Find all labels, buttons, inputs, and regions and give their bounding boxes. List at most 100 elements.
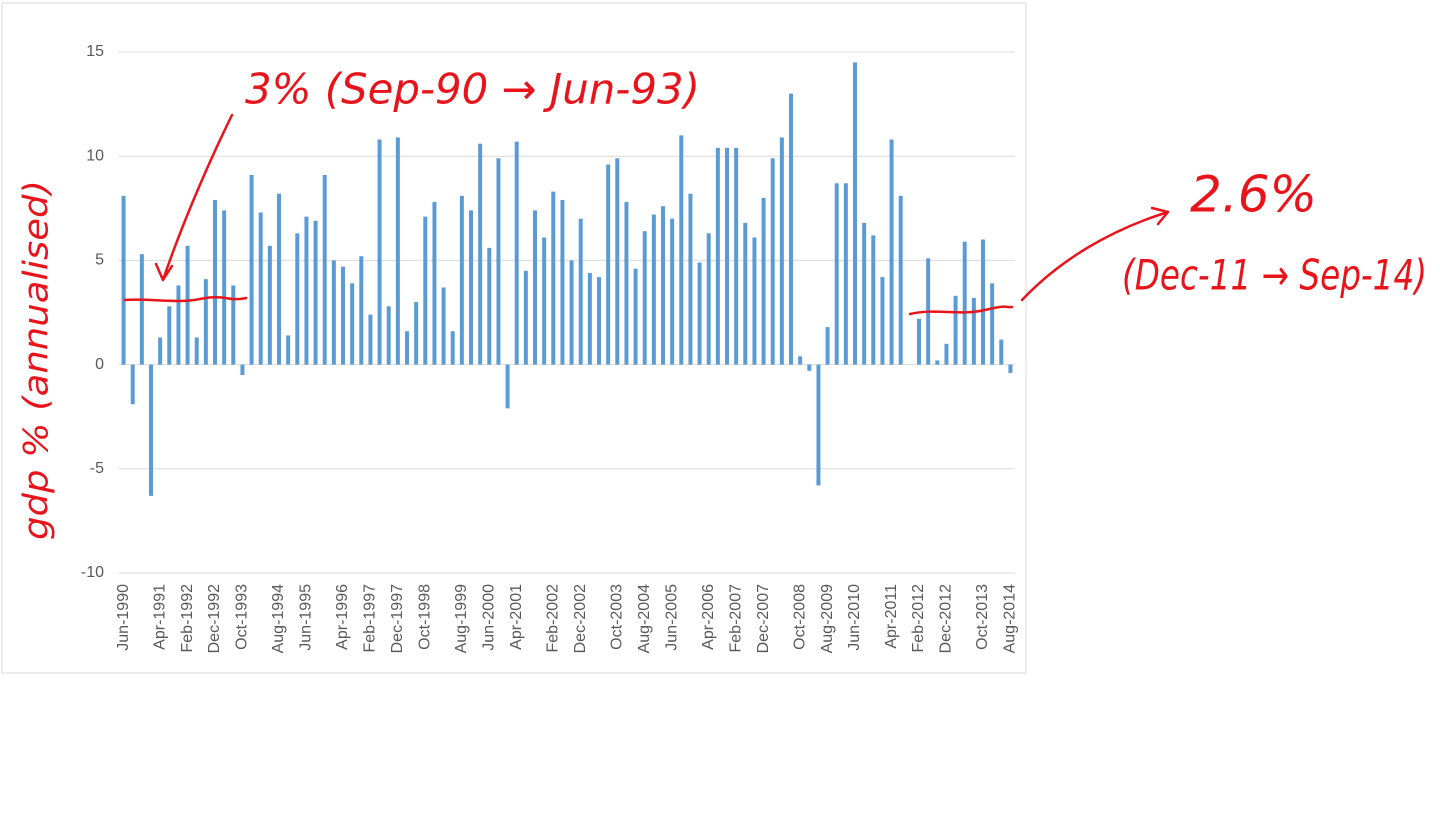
bar: [889, 139, 894, 365]
bar: [386, 306, 391, 365]
x-tick-label: Aug-1999: [453, 584, 470, 653]
bar: [194, 337, 199, 365]
bar: [743, 222, 748, 365]
bar: [688, 193, 693, 365]
arrow-late: [1020, 206, 1170, 302]
bar: [551, 191, 556, 365]
x-tick-label: Aug-2004: [636, 584, 653, 653]
y-tick-label: 5: [95, 252, 104, 269]
bar: [770, 158, 775, 365]
y-tick-label: -5: [90, 460, 104, 477]
bar: [149, 364, 153, 496]
bar: [203, 279, 208, 365]
x-tick-label: Apr-2001: [508, 584, 525, 650]
bar: [377, 139, 382, 365]
bar: [533, 210, 537, 365]
bar: [606, 164, 611, 365]
bar: [651, 214, 656, 365]
bar: [789, 93, 793, 365]
bar: [286, 335, 291, 365]
bar: [990, 283, 995, 365]
x-tick-label: Oct-1998: [417, 584, 434, 650]
bar: [395, 137, 400, 365]
x-tick-label: Feb-1992: [179, 584, 196, 653]
bar: [779, 137, 784, 365]
x-tick-label: Apr-2006: [700, 584, 717, 650]
y-tick-label: -10: [81, 564, 104, 581]
bar: [441, 287, 446, 365]
bar: [1008, 364, 1013, 373]
bar: [898, 195, 903, 365]
annotation: 2.6%: [1190, 166, 1317, 224]
x-tick-label: Jun-2010: [846, 584, 863, 651]
bar: [478, 143, 483, 365]
x-tick-label: Feb-2012: [910, 584, 927, 653]
bar: [405, 331, 409, 365]
bar: [624, 202, 629, 365]
bar: [432, 202, 437, 365]
x-tick-label: Aug-1994: [270, 584, 287, 653]
bar: [834, 183, 839, 365]
x-tick-label: Feb-1997: [362, 584, 379, 653]
bar: [569, 260, 574, 365]
bar: [715, 147, 720, 365]
bar: [816, 364, 821, 486]
bar: [258, 212, 263, 365]
x-tick-label: Dec-1997: [389, 584, 406, 653]
bar: [185, 245, 190, 365]
x-tick-label: Apr-1991: [151, 584, 168, 650]
x-tick-label: Dec-1992: [206, 584, 223, 653]
bar: [423, 216, 428, 365]
bar: [560, 199, 565, 365]
bar: [350, 283, 355, 365]
bar: [505, 364, 510, 409]
y-tick-label: 10: [86, 147, 104, 164]
x-tick-label: Jun-2000: [481, 584, 498, 651]
bar: [542, 237, 547, 365]
bar: [121, 195, 126, 365]
bar: [222, 210, 227, 365]
bar: [633, 268, 638, 365]
x-tick-label: Aug-2009: [819, 584, 836, 653]
x-tick-label: Oct-2003: [609, 584, 626, 650]
x-tick-label: Oct-2013: [974, 584, 991, 650]
bar: [277, 193, 281, 365]
x-tick-label: Jun-2005: [663, 584, 680, 651]
bar: [487, 247, 492, 365]
bar: [798, 356, 803, 365]
y-tick-label: 15: [86, 43, 104, 60]
y-axis-label: gdp % (annualised): [17, 180, 57, 540]
bar: [322, 174, 327, 365]
bar: [240, 364, 245, 376]
bar: [213, 199, 217, 365]
bar: [469, 210, 473, 365]
bar: [130, 364, 135, 405]
bar: [642, 231, 647, 365]
bar: [267, 245, 272, 365]
bar: [231, 285, 236, 365]
bar: [578, 218, 583, 365]
mean-line-early: [123, 296, 248, 303]
x-tick-label: Oct-1993: [234, 584, 251, 650]
y-tick-label: 0: [95, 356, 104, 373]
x-tick-label: Jun-1990: [115, 584, 132, 651]
bar: [999, 339, 1004, 365]
bar: [661, 206, 665, 365]
bar: [496, 158, 501, 365]
x-tick-label: Dec-2002: [572, 584, 589, 653]
x-tick-label: Dec-2012: [938, 584, 955, 653]
bar: [514, 141, 519, 365]
x-tick-label: Dec-2007: [755, 584, 772, 653]
bar: [953, 295, 958, 365]
annotation: (Dec-11 → Sep-14): [1122, 251, 1427, 300]
x-tick-label: Apr-1996: [334, 584, 351, 650]
bar: [971, 297, 976, 365]
x-tick-label: Apr-2011: [883, 584, 900, 649]
x-tick-label: Feb-2007: [727, 584, 744, 653]
bar: [917, 318, 921, 365]
bar: [450, 331, 455, 365]
bar: [935, 360, 940, 365]
arrow-early: [154, 113, 234, 282]
annotation: 3% (Sep-90 → Jun-93): [245, 65, 700, 114]
